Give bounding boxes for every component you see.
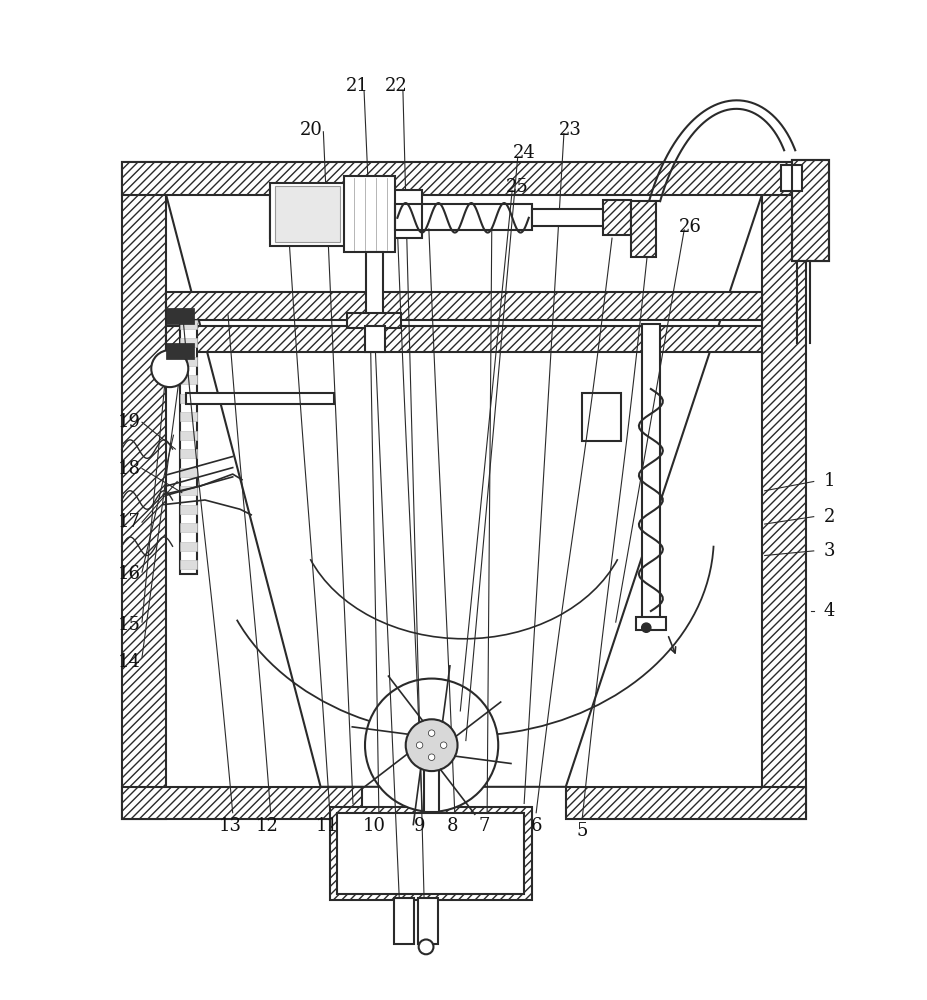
Circle shape	[428, 754, 435, 760]
Text: 4: 4	[823, 602, 834, 620]
Bar	[565, 787, 806, 819]
Bar	[365, 252, 382, 315]
Circle shape	[418, 939, 433, 954]
Bar	[180, 560, 197, 569]
Text: 23: 23	[558, 121, 581, 139]
Text: 26: 26	[679, 218, 702, 236]
Bar	[761, 162, 806, 819]
Bar	[275, 186, 339, 242]
Bar	[364, 326, 385, 352]
Text: 3: 3	[823, 542, 834, 560]
Bar	[180, 338, 197, 347]
Bar	[186, 393, 334, 404]
Text: 1: 1	[823, 472, 834, 490]
Bar	[582, 393, 620, 441]
Bar	[417, 898, 438, 944]
Bar	[781, 165, 801, 191]
Circle shape	[405, 719, 457, 771]
Text: 11: 11	[315, 817, 338, 835]
Text: 2: 2	[823, 508, 834, 526]
Bar	[329, 807, 531, 900]
Text: 6: 6	[530, 817, 541, 835]
Text: 17: 17	[118, 513, 140, 531]
Text: 20: 20	[299, 121, 323, 139]
Bar	[270, 183, 345, 246]
Bar	[347, 313, 400, 328]
Text: 13: 13	[218, 817, 241, 835]
Text: 10: 10	[362, 817, 386, 835]
Bar	[121, 787, 362, 819]
Bar	[180, 468, 197, 477]
Bar	[343, 176, 394, 252]
Circle shape	[416, 742, 423, 748]
Bar	[424, 745, 438, 812]
Bar	[180, 412, 197, 421]
Bar	[641, 324, 659, 620]
Text: 25: 25	[506, 178, 528, 196]
Bar	[180, 523, 197, 532]
Text: 12: 12	[255, 817, 278, 835]
Text: 22: 22	[385, 77, 407, 95]
Bar	[121, 162, 166, 819]
Bar	[180, 375, 197, 384]
Text: 14: 14	[118, 653, 140, 671]
Bar	[166, 308, 194, 324]
Bar	[791, 160, 828, 261]
Circle shape	[641, 623, 650, 632]
Bar	[531, 209, 621, 226]
Bar	[180, 505, 197, 514]
Text: 9: 9	[413, 817, 425, 835]
Circle shape	[428, 730, 435, 736]
Bar	[603, 200, 629, 235]
Text: 21: 21	[346, 77, 369, 95]
Bar	[180, 449, 197, 458]
Bar	[166, 326, 761, 352]
Bar	[180, 357, 197, 366]
Circle shape	[151, 350, 188, 387]
Text: 24: 24	[513, 144, 535, 162]
Bar	[166, 292, 761, 320]
Text: 19: 19	[118, 413, 140, 431]
Text: 18: 18	[118, 460, 140, 478]
Bar	[180, 324, 197, 574]
Bar	[393, 898, 413, 944]
Circle shape	[364, 679, 498, 812]
Bar	[121, 162, 806, 195]
Bar	[635, 617, 665, 630]
Circle shape	[440, 742, 447, 748]
Bar	[629, 201, 655, 257]
Bar	[270, 190, 422, 238]
Bar	[791, 160, 828, 261]
Text: 5: 5	[576, 822, 588, 840]
Bar	[180, 394, 197, 403]
Text: 7: 7	[478, 817, 489, 835]
Polygon shape	[166, 195, 761, 787]
Bar	[394, 204, 531, 230]
Bar	[180, 320, 197, 329]
Bar	[180, 542, 197, 551]
Text: 15: 15	[118, 616, 140, 634]
Bar	[180, 486, 197, 495]
Bar	[166, 343, 194, 359]
Text: 8: 8	[447, 817, 458, 835]
Bar	[337, 813, 524, 894]
Text: 16: 16	[118, 565, 140, 583]
Bar	[180, 431, 197, 440]
